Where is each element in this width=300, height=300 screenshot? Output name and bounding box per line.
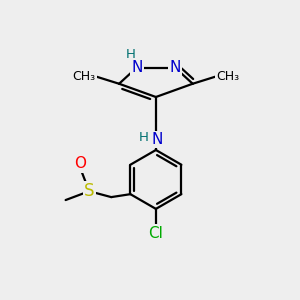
- Text: CH₃: CH₃: [216, 70, 239, 83]
- Text: Cl: Cl: [148, 226, 163, 241]
- Text: H: H: [125, 48, 135, 61]
- Text: O: O: [74, 156, 86, 171]
- Text: S: S: [84, 182, 94, 200]
- Text: N: N: [131, 60, 142, 75]
- Text: N: N: [152, 132, 163, 147]
- Text: H: H: [139, 131, 148, 144]
- Text: N: N: [169, 60, 181, 75]
- Text: CH₃: CH₃: [72, 70, 95, 83]
